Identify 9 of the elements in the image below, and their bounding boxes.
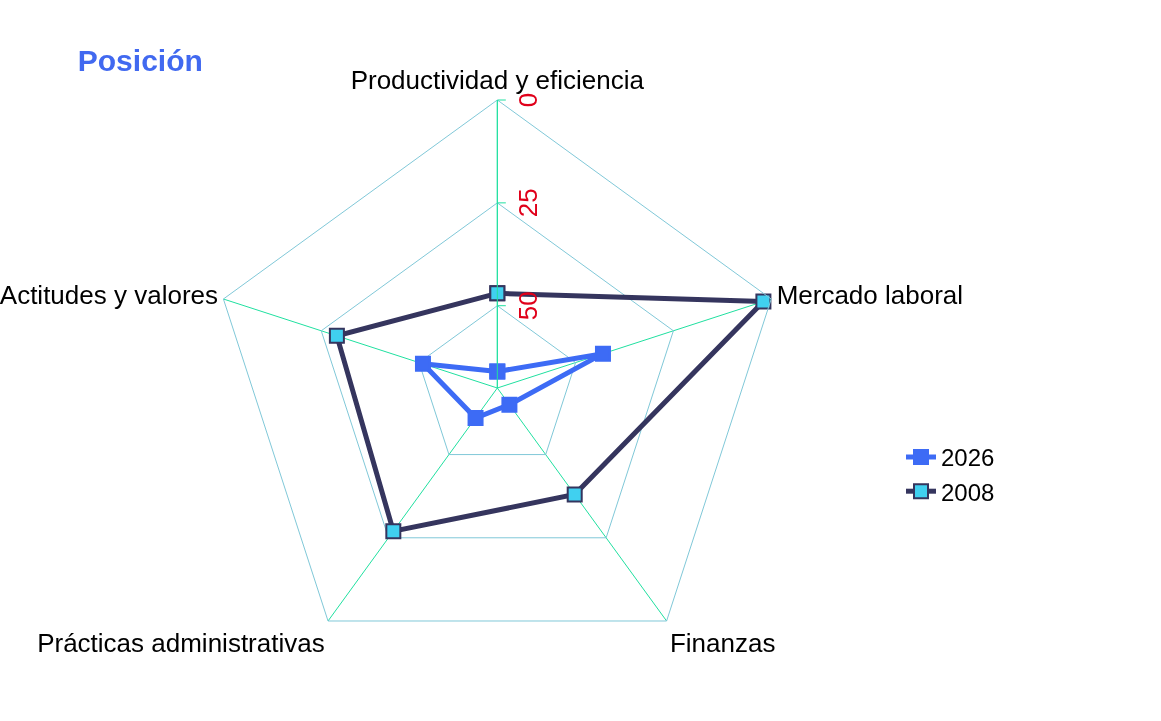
spoke-label: Mercado laboral	[776, 280, 964, 311]
spoke-label: Prácticas administrativas	[37, 627, 325, 658]
y-tick-label: 50	[513, 291, 544, 321]
legend-label: 2026	[941, 444, 995, 472]
spoke-label: Finanzas	[669, 627, 776, 658]
legend-label: 2008	[941, 478, 995, 506]
chart-title: Posición	[77, 44, 203, 78]
spoke-label: Actitudes y valores	[0, 280, 218, 311]
y-tick-label: 25	[513, 188, 544, 218]
